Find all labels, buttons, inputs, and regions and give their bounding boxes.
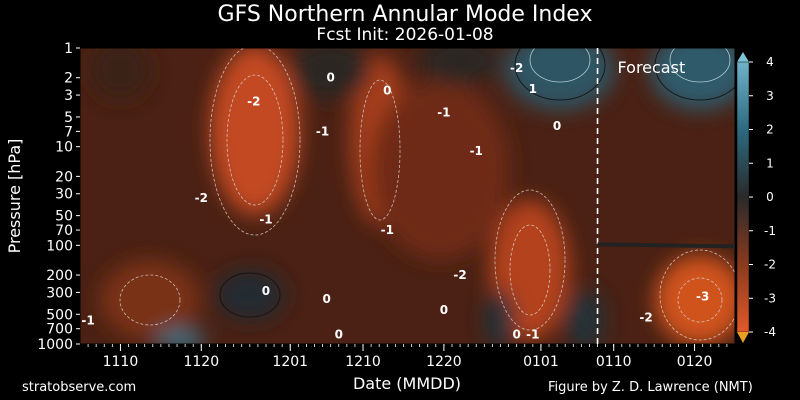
colorbar-tick-label: -3 xyxy=(764,291,776,305)
contour-label: -2 xyxy=(195,191,208,205)
contour-label: 0 xyxy=(512,327,520,341)
contour-label: 0 xyxy=(322,292,330,306)
colorbar-tick-label: -4 xyxy=(764,325,776,339)
chart-title: GFS Northern Annular Mode Index xyxy=(217,2,593,27)
contour-label: -1 xyxy=(259,213,272,227)
contour-label: -2 xyxy=(247,95,260,109)
credit-right: Figure by Z. D. Lawrence (NMT) xyxy=(548,380,753,395)
chart-subtitle: Fcst Init: 2026-01-08 xyxy=(316,25,494,45)
x-tick-label: 1210 xyxy=(345,354,381,370)
tropopause-line xyxy=(597,242,736,249)
colorbar-tick-label: -2 xyxy=(764,258,776,272)
colorbar-tick-label: 3 xyxy=(766,89,774,103)
contour-label: -2 xyxy=(453,268,466,282)
y-tick-label: 1000 xyxy=(37,337,73,353)
x-tick-label: 0120 xyxy=(677,354,713,370)
contour-label: 0 xyxy=(262,284,270,298)
contour-label: -1 xyxy=(81,314,94,328)
y-tick-label: 100 xyxy=(46,238,73,254)
contour-label: -1 xyxy=(437,105,450,119)
x-tick-label: 1220 xyxy=(426,354,462,370)
x-tick-label: 1110 xyxy=(103,354,139,370)
contour-label: -2 xyxy=(639,311,652,325)
x-axis: 1110 1120 1201 1210 1220 0101 0110 0120 xyxy=(87,344,728,370)
contour-label: 0 xyxy=(335,327,343,341)
contour-label: -3 xyxy=(696,289,709,303)
contour-label: 1 xyxy=(529,82,537,96)
forecast-label: Forecast xyxy=(618,58,686,77)
y-tick-label: 50 xyxy=(55,209,73,225)
colorbar-bar xyxy=(736,61,750,333)
contour-label: -1 xyxy=(470,144,483,158)
colorbar-low-extend xyxy=(737,332,749,343)
y-tick-label: 200 xyxy=(46,268,73,284)
contour-label: -2 xyxy=(510,61,523,75)
y-tick-label: 2 xyxy=(64,71,73,87)
y-tick-label: 5 xyxy=(64,110,73,126)
contour-label: -1 xyxy=(526,327,539,341)
y-tick-label: 500 xyxy=(46,307,73,323)
y-tick-label: 300 xyxy=(46,285,73,301)
y-tick-label: 20 xyxy=(55,169,73,185)
y-tick-label: 30 xyxy=(55,187,73,203)
nam-field xyxy=(80,48,735,344)
colorbar-tick-label: 2 xyxy=(766,123,774,137)
contour-labels: 0 0 -2 -1 -1 -1 -2 1 0 -2 -1 -1 -2 0 0 0 0 0 -1 -1 -2 -3 xyxy=(81,61,709,341)
y-tick-label: 3 xyxy=(64,88,73,104)
y-axis-label: Pressure [hPa] xyxy=(5,139,24,254)
y-tick-label: 700 xyxy=(46,322,73,338)
x-tick-label: 0110 xyxy=(596,354,632,370)
colorbar-tick-label: -1 xyxy=(764,224,776,238)
x-tick-label: 0101 xyxy=(523,354,559,370)
contour-label: 0 xyxy=(553,119,561,133)
contour-label: -1 xyxy=(381,223,394,237)
contour-label: 0 xyxy=(383,84,391,98)
colorbar: 4 3 2 1 0 -1 -2 -3 -4 xyxy=(736,52,776,343)
contour-label: -1 xyxy=(316,124,329,138)
x-tick-label: 1120 xyxy=(183,354,219,370)
y-tick-label: 7 xyxy=(64,124,73,140)
colorbar-tick-label: 4 xyxy=(766,55,774,69)
y-tick-label: 10 xyxy=(55,140,73,156)
colorbar-tick-label: 1 xyxy=(766,156,774,170)
contour-label: 0 xyxy=(326,71,334,85)
colorbar-high-extend xyxy=(737,52,749,62)
x-axis-label: Date (MMDD) xyxy=(353,374,461,393)
y-tick-label: 70 xyxy=(55,223,73,239)
x-tick-label: 1201 xyxy=(272,354,308,370)
colorbar-tick-label: 0 xyxy=(766,190,774,204)
y-tick-label: 1 xyxy=(64,41,73,57)
contour-label: 0 xyxy=(440,303,448,317)
credit-left: stratobserve.com xyxy=(22,380,137,395)
plot-frame xyxy=(79,47,736,345)
